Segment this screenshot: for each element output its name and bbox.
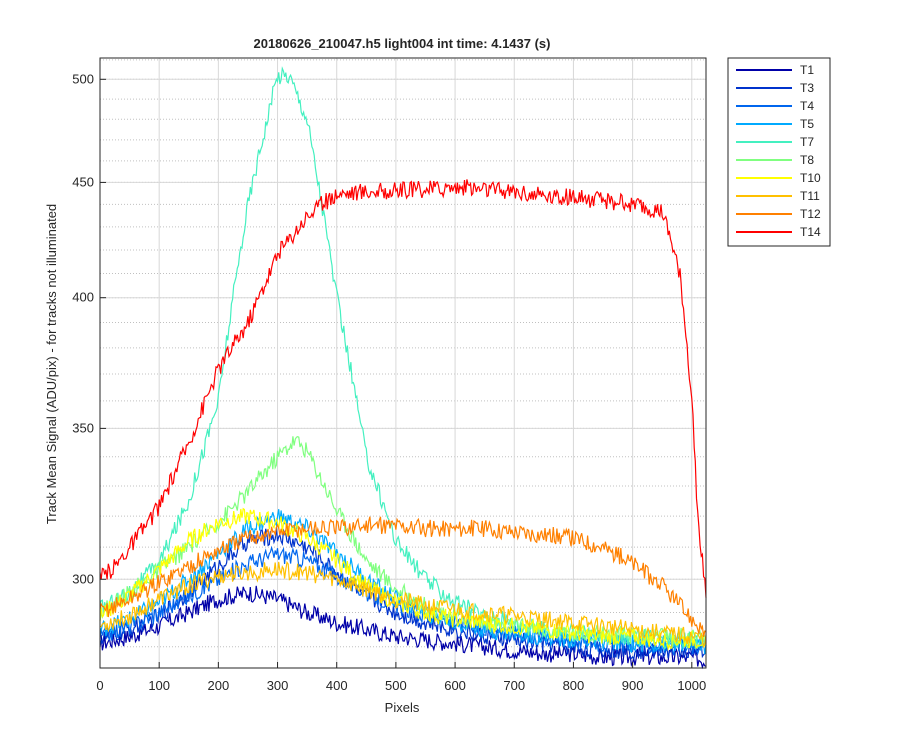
ticks: 300 350 400 450 500 0 100 200 300 400 500 600 700 800… <box>72 71 706 693</box>
x-tick-label: 200 <box>208 678 230 693</box>
series-line-t10 <box>99 507 707 651</box>
x-tick-label: 500 <box>385 678 407 693</box>
x-tick-label: 400 <box>326 678 348 693</box>
legend-label: T8 <box>800 153 814 167</box>
x-axis-label: Pixels <box>385 700 420 715</box>
y-tick-label: 350 <box>72 420 94 435</box>
x-tick-label: 700 <box>503 678 525 693</box>
plot-frame <box>99 57 707 669</box>
plot-area: 300 350 400 450 500 0 100 200 300 400 500 600 700 800… <box>72 57 707 693</box>
legend-label: T10 <box>800 171 821 185</box>
y-tick-label: 500 <box>72 71 94 86</box>
y-tick-label: 400 <box>72 290 94 305</box>
chart-title: 20180626_210047.h5 light004 int time: 4.… <box>253 36 550 51</box>
legend-label: T1 <box>800 63 814 77</box>
legend-label: T11 <box>800 189 820 203</box>
x-tick-label: 1000 <box>677 678 706 693</box>
series-line-t11 <box>99 560 707 648</box>
y-tick-label: 450 <box>72 174 94 189</box>
series-line-t14 <box>99 179 707 598</box>
x-tick-label: 100 <box>148 678 170 693</box>
x-tick-label: 900 <box>622 678 644 693</box>
series-line-t12 <box>99 516 707 638</box>
x-tick-label: 800 <box>563 678 585 693</box>
legend-label: T7 <box>800 135 814 149</box>
legend: T1 T3 T4 T5 T7 T8 T10 T11 T12 T14 <box>727 57 831 247</box>
x-tick-label: 0 <box>96 678 103 693</box>
legend-label: T5 <box>800 117 814 131</box>
legend-label: T4 <box>800 99 814 113</box>
legend-label: T3 <box>800 81 814 95</box>
x-tick-label: 300 <box>267 678 289 693</box>
series-line-t1 <box>99 585 707 670</box>
x-tick-label: 600 <box>444 678 466 693</box>
y-axis-label: Track Mean Signal (ADU/pix) - for tracks… <box>44 204 59 524</box>
y-tick-label: 300 <box>72 571 94 586</box>
series-layer <box>99 66 707 670</box>
legend-label: T14 <box>800 225 821 239</box>
legend-label: T12 <box>800 207 821 221</box>
